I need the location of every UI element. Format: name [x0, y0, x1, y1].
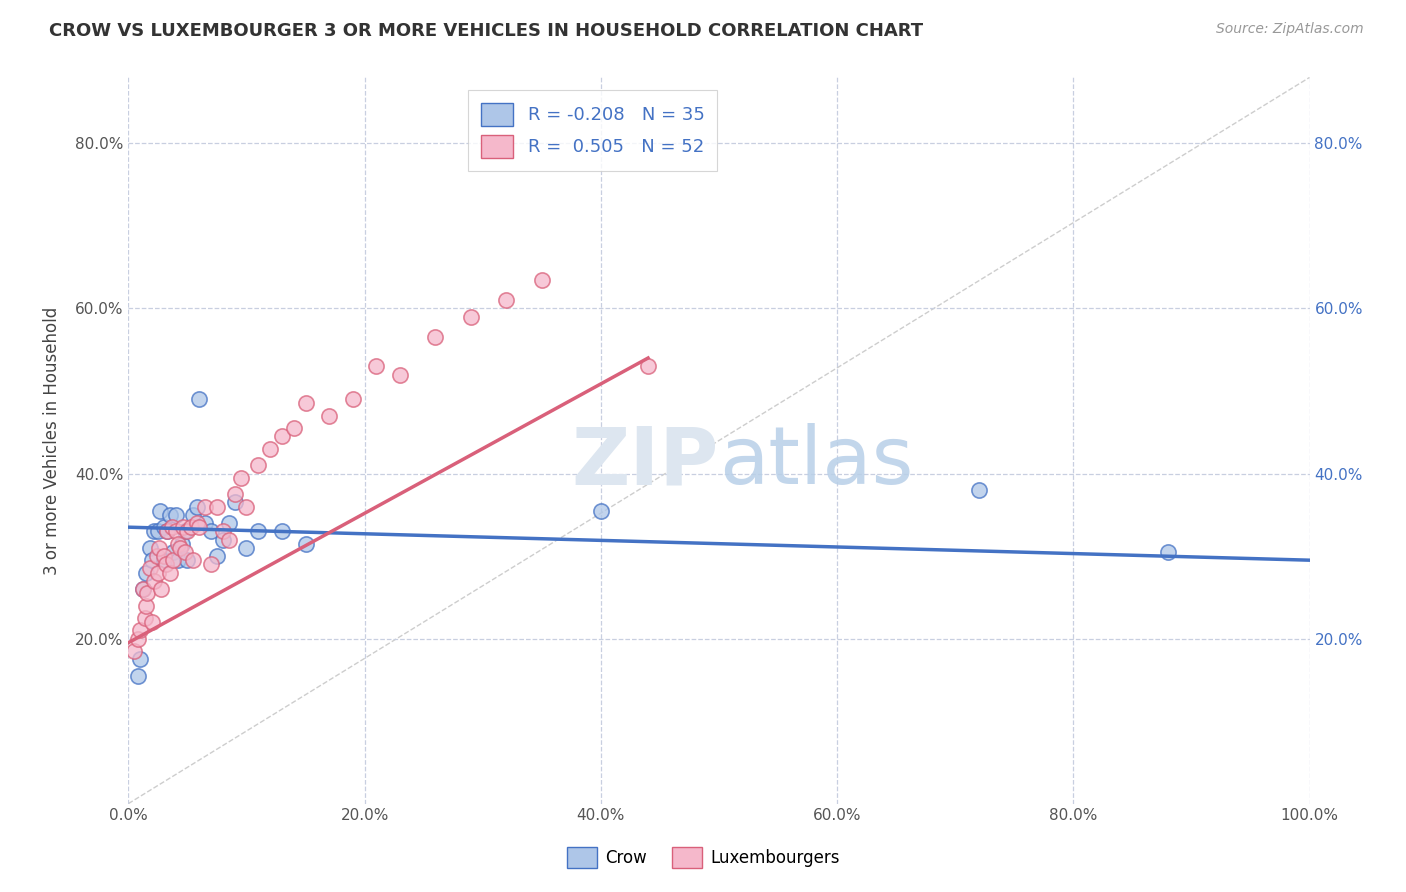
- Point: [167, 537, 190, 551]
- Legend: Crow, Luxembourgers: Crow, Luxembourgers: [560, 840, 846, 875]
- Point: [318, 409, 340, 423]
- Point: [259, 442, 281, 456]
- Point: [224, 495, 246, 509]
- Point: [176, 553, 198, 567]
- Point: [183, 553, 205, 567]
- Point: [637, 359, 659, 374]
- Point: [174, 524, 197, 539]
- Point: [174, 545, 197, 559]
- Point: [150, 582, 173, 596]
- Point: [156, 524, 179, 539]
- Point: [134, 611, 156, 625]
- Point: [212, 533, 235, 547]
- Point: [218, 533, 240, 547]
- Point: [148, 541, 170, 555]
- Text: CROW VS LUXEMBOURGER 3 OR MORE VEHICLES IN HOUSEHOLD CORRELATION CHART: CROW VS LUXEMBOURGER 3 OR MORE VEHICLES …: [49, 22, 924, 40]
- Point: [188, 392, 211, 407]
- Point: [460, 310, 482, 324]
- Text: ZIP: ZIP: [572, 424, 718, 501]
- Legend: R = -0.208   N = 35, R =  0.505   N = 52: R = -0.208 N = 35, R = 0.505 N = 52: [468, 90, 717, 170]
- Point: [159, 508, 181, 522]
- Point: [141, 553, 163, 567]
- Point: [247, 458, 270, 473]
- Point: [425, 330, 447, 344]
- Point: [162, 545, 184, 559]
- Point: [180, 520, 202, 534]
- Point: [186, 500, 208, 514]
- Point: [1157, 545, 1180, 559]
- Point: [170, 537, 193, 551]
- Text: Source: ZipAtlas.com: Source: ZipAtlas.com: [1216, 22, 1364, 37]
- Point: [342, 392, 364, 407]
- Point: [127, 669, 149, 683]
- Point: [218, 516, 240, 530]
- Point: [176, 524, 198, 539]
- Point: [172, 520, 194, 534]
- Point: [194, 500, 217, 514]
- Point: [589, 504, 612, 518]
- Point: [138, 561, 160, 575]
- Point: [143, 524, 166, 539]
- Point: [129, 624, 152, 638]
- Point: [212, 524, 235, 539]
- Point: [188, 520, 211, 534]
- Point: [135, 599, 157, 613]
- Point: [283, 421, 305, 435]
- Point: [495, 293, 517, 308]
- Point: [205, 500, 228, 514]
- Point: [135, 566, 157, 580]
- Point: [169, 541, 191, 555]
- Point: [229, 470, 252, 484]
- Point: [271, 429, 294, 443]
- Point: [146, 524, 169, 539]
- Point: [235, 500, 257, 514]
- Point: [138, 541, 160, 555]
- Point: [205, 549, 228, 563]
- Point: [153, 553, 176, 567]
- Point: [129, 652, 152, 666]
- Point: [153, 520, 176, 534]
- Point: [366, 359, 388, 374]
- Point: [271, 524, 294, 539]
- Point: [165, 508, 187, 522]
- Point: [294, 537, 316, 551]
- Point: [167, 553, 190, 567]
- Point: [224, 487, 246, 501]
- Point: [153, 549, 176, 563]
- Point: [155, 558, 177, 572]
- Point: [159, 566, 181, 580]
- Point: [165, 524, 187, 539]
- Point: [141, 615, 163, 629]
- Point: [131, 582, 153, 596]
- Point: [200, 524, 222, 539]
- Point: [235, 541, 257, 555]
- Point: [127, 632, 149, 646]
- Point: [389, 368, 412, 382]
- Point: [146, 566, 169, 580]
- Point: [162, 553, 184, 567]
- Point: [194, 516, 217, 530]
- Point: [183, 508, 205, 522]
- Point: [131, 582, 153, 596]
- Point: [186, 516, 208, 530]
- Point: [530, 272, 553, 286]
- Point: [156, 524, 179, 539]
- Point: [247, 524, 270, 539]
- Point: [136, 586, 159, 600]
- Point: [200, 558, 222, 572]
- Point: [149, 504, 172, 518]
- Point: [143, 574, 166, 588]
- Point: [124, 644, 146, 658]
- Point: [145, 549, 167, 563]
- Point: [160, 520, 183, 534]
- Y-axis label: 3 or more Vehicles in Household: 3 or more Vehicles in Household: [44, 307, 60, 574]
- Point: [967, 483, 990, 497]
- Point: [294, 396, 316, 410]
- Text: atlas: atlas: [718, 424, 914, 501]
